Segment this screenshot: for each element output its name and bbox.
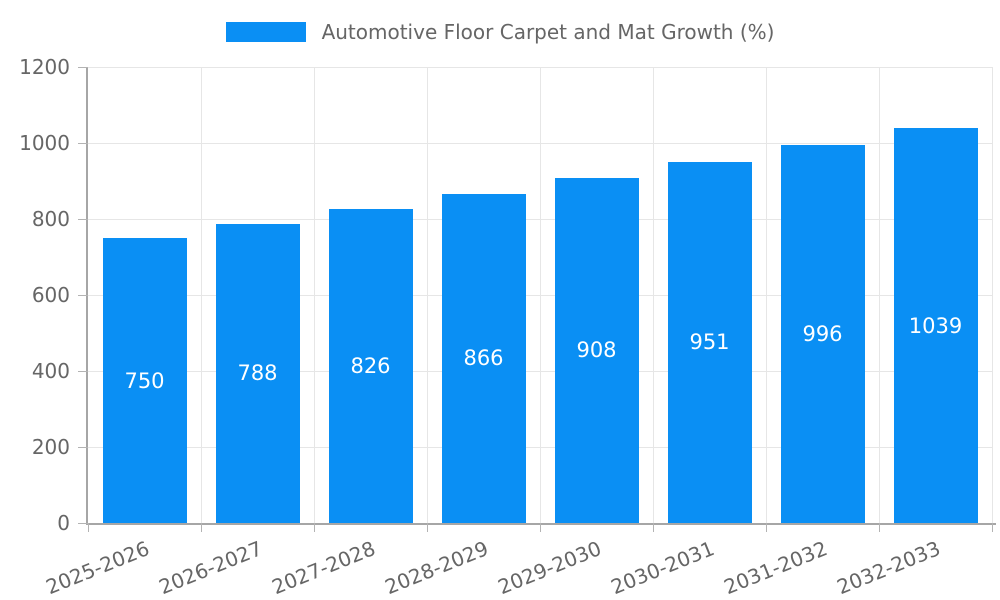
chart-legend[interactable]: Automotive Floor Carpet and Mat Growth (… <box>0 20 1000 44</box>
bar[interactable]: 1039 <box>893 128 978 523</box>
bar[interactable]: 866 <box>441 193 526 523</box>
bar[interactable]: 908 <box>554 177 639 523</box>
legend-swatch[interactable] <box>225 22 306 42</box>
x-tick-label: 2029-2030 <box>495 536 606 600</box>
x-tick-label: 2028-2029 <box>382 536 493 600</box>
x-tick-mark <box>878 523 880 532</box>
bar[interactable]: 788 <box>215 223 300 523</box>
bar[interactable]: 826 <box>328 209 413 523</box>
y-tick-label: 1000 <box>19 131 70 155</box>
legend-label: Automotive Floor Carpet and Mat Growth (… <box>321 20 775 44</box>
bar[interactable]: 996 <box>780 144 865 523</box>
x-tick-label: 2032-2033 <box>834 536 945 600</box>
y-tick-label: 600 <box>31 283 70 307</box>
x-tick-mark <box>313 523 315 532</box>
bar[interactable]: 951 <box>667 161 752 523</box>
x-tick-mark <box>652 523 654 532</box>
x-gridline <box>313 67 315 523</box>
x-tick-label: 2031-2032 <box>721 536 832 600</box>
x-tick-label: 2030-2031 <box>608 536 719 600</box>
x-tick-label: 2026-2027 <box>156 536 267 600</box>
bar-value-label: 866 <box>463 346 504 371</box>
x-gridline <box>652 67 654 523</box>
bar-value-label: 908 <box>576 338 617 363</box>
y-tick-label: 200 <box>31 435 70 459</box>
bar-value-label: 750 <box>124 368 165 393</box>
y-tick-mark <box>78 446 88 448</box>
bar-value-label: 1039 <box>908 313 963 338</box>
plot-area: 750 788 826 866 908 951 996 1039 <box>86 66 996 525</box>
x-gridline <box>765 67 767 523</box>
y-tick-label: 400 <box>31 359 70 383</box>
x-gridline <box>539 67 541 523</box>
x-tick-mark <box>539 523 541 532</box>
bar-value-label: 996 <box>802 321 843 346</box>
y-tick-label: 0 <box>57 511 70 535</box>
y-tick-mark <box>78 142 88 144</box>
y-tick-label: 800 <box>31 207 70 231</box>
x-tick-mark <box>87 523 89 532</box>
bar[interactable]: 750 <box>102 238 187 523</box>
y-tick-mark <box>78 66 88 68</box>
y-tick-label: 1200 <box>19 55 70 79</box>
x-gridline <box>878 67 880 523</box>
y-tick-mark <box>78 370 88 372</box>
x-gridline <box>991 67 993 523</box>
bar-value-label: 826 <box>350 354 391 379</box>
x-tick-label: 2025-2026 <box>43 536 154 600</box>
x-tick-mark <box>991 523 993 532</box>
x-gridline <box>426 67 428 523</box>
y-tick-mark <box>78 522 88 524</box>
x-tick-mark <box>426 523 428 532</box>
bar-value-label: 951 <box>689 330 730 355</box>
x-tick-mark <box>765 523 767 532</box>
bar-value-label: 788 <box>237 361 278 386</box>
x-tick-label: 2027-2028 <box>269 536 380 600</box>
x-tick-mark <box>200 523 202 532</box>
y-tick-mark <box>78 294 88 296</box>
x-axis-line <box>86 523 996 525</box>
y-tick-mark <box>78 218 88 220</box>
x-gridline <box>200 67 202 523</box>
